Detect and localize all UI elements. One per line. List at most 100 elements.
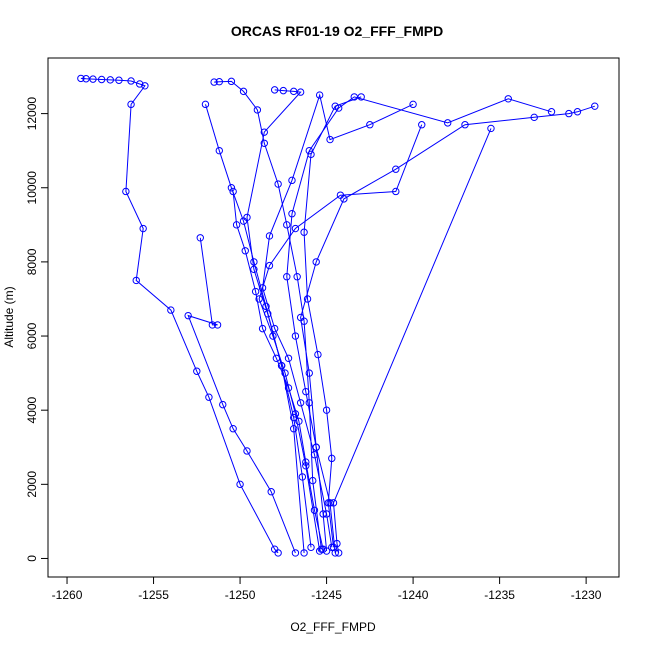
data-point	[504, 95, 512, 103]
chart-title: ORCAS RF01-19 O2_FFF_FMPD	[231, 23, 443, 39]
data-point	[258, 324, 267, 333]
data-point	[444, 119, 452, 127]
plot-frame	[47, 57, 620, 578]
data-point	[326, 135, 334, 144]
data-point	[260, 128, 268, 136]
data-point	[215, 146, 224, 155]
data-point	[307, 543, 315, 552]
data-point	[239, 87, 248, 96]
data-point	[530, 113, 538, 122]
y-tick-label: 2000	[25, 471, 39, 498]
data-point	[357, 93, 365, 101]
y-axis-label: Altitude (m)	[2, 286, 16, 347]
data-point	[82, 75, 90, 83]
data-point	[310, 506, 319, 514]
data-point	[350, 93, 358, 101]
data-point	[305, 369, 313, 377]
data-point	[310, 450, 319, 459]
series-line-profile-6	[286, 96, 552, 553]
data-point	[277, 361, 286, 370]
y-tick-label: 8000	[25, 248, 39, 275]
data-point	[196, 234, 204, 242]
data-point	[418, 121, 426, 129]
data-point	[366, 121, 374, 129]
data-point	[97, 75, 106, 84]
data-point	[334, 549, 343, 557]
data-point	[329, 543, 338, 552]
x-tick-label: -1255	[138, 588, 169, 602]
data-point	[284, 354, 293, 362]
data-point	[267, 488, 275, 496]
y-tick-label: 6000	[25, 322, 39, 349]
data-point	[136, 80, 144, 88]
data-point	[547, 108, 556, 116]
data-point	[291, 549, 300, 557]
data-point	[89, 75, 97, 83]
data-point	[106, 76, 114, 84]
data-point	[201, 100, 210, 109]
data-point	[322, 406, 331, 414]
data-point	[288, 210, 296, 218]
series-line-profile-3	[214, 80, 322, 550]
data-point	[392, 165, 400, 173]
y-tick-label: 0	[25, 555, 39, 562]
data-point	[193, 367, 201, 375]
data-point	[281, 369, 289, 377]
data-point	[591, 102, 599, 110]
data-point	[291, 332, 300, 340]
data-point	[115, 76, 123, 84]
data-point	[307, 150, 315, 159]
data-point	[315, 91, 324, 99]
data-point	[236, 480, 244, 489]
data-point	[239, 217, 248, 225]
data-point	[215, 78, 224, 86]
data-point	[208, 321, 217, 329]
data-point	[270, 86, 279, 94]
data-point	[392, 187, 400, 196]
data-point	[565, 109, 573, 118]
data-point	[291, 410, 300, 418]
x-axis-label: O2_FFF_FMPD	[290, 620, 376, 634]
data-point	[288, 176, 296, 185]
data-point	[141, 82, 149, 90]
series-line-profile-4	[300, 105, 595, 552]
data-point	[336, 191, 345, 199]
data-point	[409, 100, 417, 109]
x-tick-label: -1250	[225, 588, 256, 602]
data-point	[300, 549, 308, 557]
x-tick-label: -1245	[311, 588, 342, 602]
data-point	[293, 273, 301, 281]
y-tick-label: 10000	[25, 171, 39, 205]
data-point	[274, 549, 282, 557]
data-point	[324, 499, 333, 507]
data-point	[255, 295, 263, 303]
data-point	[296, 399, 305, 407]
data-point	[229, 425, 237, 433]
y-tick-label: 4000	[25, 397, 39, 424]
data-point	[283, 221, 291, 229]
data-point	[227, 184, 236, 192]
data-point	[227, 77, 236, 86]
data-point	[331, 102, 339, 110]
data-point	[122, 187, 130, 196]
data-point	[127, 77, 135, 85]
data-point	[290, 425, 298, 433]
data-point	[300, 228, 308, 236]
data-point	[250, 258, 258, 266]
data-point	[167, 306, 175, 314]
data-point	[312, 258, 320, 266]
data-point	[302, 387, 310, 396]
data-point	[265, 232, 274, 240]
data-point	[573, 108, 582, 116]
data-point	[274, 180, 282, 188]
data-point	[279, 86, 288, 95]
data-point	[210, 78, 218, 86]
data-point	[295, 417, 303, 425]
data-point	[229, 187, 237, 196]
data-point	[298, 473, 307, 481]
data-point	[243, 447, 251, 455]
series-line-profile-8	[262, 93, 414, 548]
data-point	[251, 287, 260, 296]
